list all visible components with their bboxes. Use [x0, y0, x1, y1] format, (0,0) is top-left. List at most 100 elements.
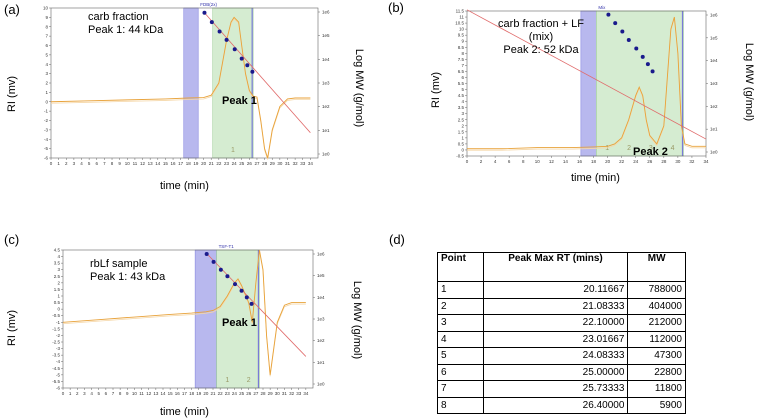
panel-label-b: (b)	[388, 0, 404, 15]
chart-b-y2-tick-label: 1e4	[710, 58, 718, 63]
chart-c-y2label: Log MW (g/mol)	[351, 280, 364, 360]
chart-c-band-label: TSF-T1	[219, 244, 235, 249]
chart-b-x-tick-label: 28	[661, 159, 667, 164]
chart-a-calibration-point	[217, 29, 222, 34]
chart-b-y-tick-label: 4	[461, 99, 464, 104]
chart-c-x-tick-label: 1	[69, 391, 72, 396]
chart-a-x-tick-label: 16	[171, 161, 177, 166]
chart-c-y2-tick-label: 1e2	[317, 338, 325, 343]
chart-a-y-tick-label: -6	[44, 156, 48, 161]
chart-b-ri-trace	[467, 16, 706, 150]
chart-c-y-tick-label: -4	[56, 359, 60, 364]
chart-b-y-tick-label: 10	[459, 27, 465, 32]
chart-b-y2-tick-label: 1e0	[710, 150, 718, 155]
chart-b-x-tick-label: 20	[605, 159, 611, 164]
chart-c-calibration-point	[225, 274, 230, 279]
chart-b-annotation-line-1: carb fraction + LF	[498, 18, 584, 30]
chart-b-calibration-point	[606, 12, 611, 17]
chart-a-x-tick-label: 2	[65, 161, 68, 166]
table-row: 6 25.00000 22800	[437, 363, 686, 381]
mw-table: Point Peak Max RT (mins) MW 1 20.11667 788…	[437, 252, 686, 414]
chart-b-calibration-fit-line	[466, 9, 707, 140]
chart-c-region-mark: 2	[247, 377, 251, 384]
chart-a-x-tick-label: 20	[201, 161, 207, 166]
chart-b-x-tick-label: 34	[703, 159, 709, 164]
chart-a-x-tick-label: 4	[80, 161, 83, 166]
chart-c-y2-tick-label: 1e4	[317, 295, 325, 300]
chart-c-y-tick-label: -5.5	[52, 379, 60, 384]
chart-b-x-tick-label: 16	[577, 159, 583, 164]
chart-c-y-tick-label: 3.5	[54, 261, 61, 266]
chart-b-x-tick-label: 30	[675, 159, 681, 164]
mw-table-header-row: Point Peak Max RT (mins) MW	[437, 252, 686, 282]
chart-c-x-tick-label: 29	[268, 391, 274, 396]
chart-c-x-tick-label: 13	[153, 391, 159, 396]
chart-c-y-tick-label: -0.5	[52, 313, 60, 318]
chart-c-x-tick-label: 18	[189, 391, 195, 396]
chart-a-annotation-line-2: Peak 1: 44 kDa	[88, 24, 164, 36]
chart-b-annotation-line-2: (mix)	[528, 31, 554, 43]
chart-c-x-tick-label: 17	[182, 391, 188, 396]
table-cell-point: 2	[437, 297, 484, 315]
table-cell-point: 5	[437, 347, 484, 365]
chart-a-y2-tick-label: 1e0	[322, 152, 330, 157]
chart-a-x-tick-label: 9	[118, 161, 121, 166]
chart-c-y-tick-label: -6	[56, 386, 60, 391]
chart-c-xlabel: time (min)	[160, 406, 209, 418]
chart-a-y2-tick-label: 1e2	[322, 104, 330, 109]
chart-a-svg: FDB(2x)10 1 2 3 4 5 6 7 8 9 10 11 12 13 14 15 16 17 18 19 20…	[43, 2, 330, 166]
chart-c-y2-tick-label: 1e3	[317, 317, 325, 322]
chart-c-x-tick-label: 20	[203, 391, 209, 396]
chart-b-xlabel: time (min)	[571, 172, 620, 184]
chart-c-y2-tick-label: 1e0	[317, 382, 325, 387]
chart-b-annotation-line-3: Peak 2: 52 kDa	[503, 44, 579, 56]
chart-c-x-tick-label: 15	[168, 391, 174, 396]
chart-b-calibration-point	[620, 29, 625, 34]
chart-c-x-tick-label: 31	[282, 391, 288, 396]
chart-a-x-tick-label: 1	[57, 161, 60, 166]
chart-b-y-tick-label: 2.5	[458, 117, 465, 122]
chart-b-y2-tick-label: 1e2	[710, 104, 718, 109]
chart-b-calibration-point	[613, 21, 618, 26]
chart-c-annotation-line-1: rbLf sample	[90, 258, 148, 270]
table-cell-rt: 24.08333	[482, 347, 629, 365]
chart-c-x-tick-label: 28	[260, 391, 266, 396]
chart-a-y-tick-label: 6	[45, 43, 48, 48]
chart-a-x-tick-label: 19	[193, 161, 199, 166]
chart-a-y-tick-label: 1	[45, 90, 48, 95]
chart-a-y-tick-label: -2	[44, 118, 48, 123]
chart-c-y2-tick-label: 1e6	[317, 252, 325, 257]
chart-c-y-tick-label: 1.5	[54, 287, 61, 292]
chart-c-y-tick-label: -3	[56, 346, 60, 351]
chart-c-x-tick-label: 14	[160, 391, 166, 396]
chart-b-y-tick-label: 1.5	[458, 129, 465, 134]
chart-b-y-tick-label: 6	[461, 75, 464, 80]
chart-b-y-tick-label: 10.5	[455, 21, 464, 26]
chart-c-x-tick-label: 4	[90, 391, 93, 396]
chart-b-y-tick-label: -0.5	[456, 154, 464, 159]
chart-c-peak-label: Peak 1	[222, 317, 257, 329]
chart-c-x-tick-label: 7	[112, 391, 115, 396]
chart-a-x-tick-label: 10	[125, 161, 131, 166]
chart-c-y-tick-label: -2	[56, 333, 60, 338]
chart-c-y-tick-label: 4	[57, 254, 60, 259]
chart-c-x-tick-label: 9	[126, 391, 129, 396]
chart-b-calibration-point	[626, 38, 631, 42]
chart-a-x-tick-label: 32	[293, 161, 299, 166]
chart-b-x-tick-label: 2	[480, 159, 483, 164]
chart-c-calibration-point	[211, 259, 216, 264]
chart-b-x-tick-label: 18	[591, 159, 597, 164]
chart-a-x-tick-label: 33	[300, 161, 306, 166]
chart-a-calibration-point	[202, 10, 207, 15]
chart-a-calibration-point	[239, 56, 244, 61]
chart-a-band-label: FDB(2x)	[200, 2, 217, 7]
chart-b-calibration-point	[645, 62, 650, 67]
chart-a-annotation-line-1: carb fraction	[88, 11, 149, 23]
chart-a-y2-tick-label: 1e1	[322, 128, 330, 133]
table-cell-mw: 404000	[627, 297, 686, 315]
chart-c-y-tick-label: -4.5	[52, 366, 60, 371]
chart-a-calibration-point	[232, 47, 237, 52]
chart-a-peak-label: Peak 1	[222, 95, 257, 107]
chart-b-x-tick-label: 4	[494, 159, 497, 164]
table-row: 5 24.08333 47300	[437, 347, 686, 365]
